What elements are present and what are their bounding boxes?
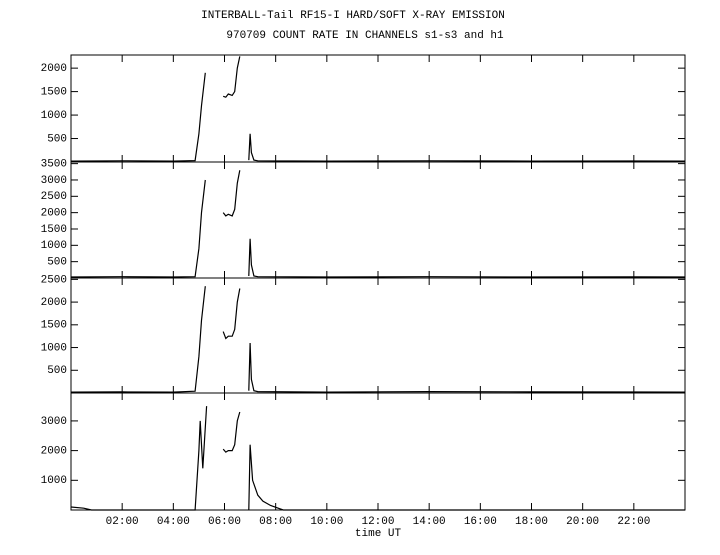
x-tick-label: 06:00 — [208, 516, 241, 528]
y-tick-label: 3000 — [41, 175, 67, 187]
y-tick-label: 1500 — [41, 224, 67, 236]
chart-title: INTERBALL-Tail RF15-I HARD/SOFT X-RAY EM… — [201, 10, 505, 22]
x-axis-label: time UT — [355, 528, 402, 540]
x-tick-label: 04:00 — [157, 516, 190, 528]
y-tick-label: 500 — [47, 257, 67, 269]
y-tick-label: 1000 — [41, 342, 67, 354]
plot-frame — [70, 161, 686, 279]
x-tick-label: 10:00 — [310, 516, 343, 528]
x-tick-label: 20:00 — [566, 516, 599, 528]
plot-frame — [70, 277, 686, 394]
y-tick-label: 2500 — [41, 191, 67, 203]
x-tick-label: 08:00 — [259, 516, 292, 528]
y-tick-label: 500 — [47, 365, 67, 377]
y-tick-label: 1000 — [41, 110, 67, 122]
data-line — [70, 406, 685, 511]
data-line — [70, 286, 686, 393]
data-line — [70, 56, 686, 162]
plot-frame — [70, 392, 686, 511]
x-tick-label: 18:00 — [515, 516, 548, 528]
y-tick-label: 2000 — [41, 208, 67, 220]
plot-frame — [70, 54, 686, 163]
y-tick-label: 500 — [47, 133, 67, 145]
y-tick-label: 1500 — [41, 87, 67, 99]
x-tick-label: 22:00 — [617, 516, 650, 528]
data-line — [70, 170, 686, 278]
x-tick-label: 14:00 — [413, 516, 446, 528]
y-tick-label: 3000 — [41, 416, 67, 428]
y-tick-label: 2000 — [41, 446, 67, 458]
x-tick-label: 12:00 — [361, 516, 394, 528]
x-tick-label: 16:00 — [464, 516, 497, 528]
y-tick-label: 2500 — [41, 274, 67, 286]
y-tick-label: 3500 — [41, 159, 67, 171]
y-tick-label: 2000 — [41, 297, 67, 309]
y-tick-label: 1500 — [41, 320, 67, 332]
y-tick-label: 2000 — [41, 63, 67, 75]
y-tick-label: 1000 — [41, 475, 67, 487]
y-tick-label: 1000 — [41, 240, 67, 252]
chart-subtitle: 970709 COUNT RATE IN CHANNELS s1-s3 and … — [226, 30, 504, 42]
x-tick-label: 02:00 — [106, 516, 139, 528]
